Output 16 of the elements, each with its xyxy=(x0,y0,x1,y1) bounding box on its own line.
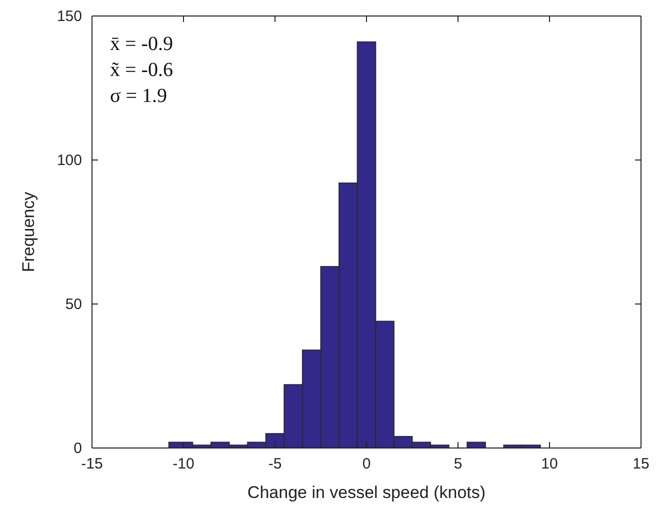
x-axis-title: Change in vessel speed (knots) xyxy=(247,483,486,502)
y-axis-title: Frequency xyxy=(19,191,38,272)
annotation: x̃ = -0.6 xyxy=(110,59,173,81)
x-tick-label: -10 xyxy=(172,456,194,473)
x-tick-label: -15 xyxy=(81,456,103,473)
y-tick-label: 150 xyxy=(56,8,82,25)
x-tick-label: -5 xyxy=(268,456,282,473)
x-tick-label: 15 xyxy=(632,456,650,473)
y-tick-label: 0 xyxy=(74,440,82,457)
x-tick-label: 0 xyxy=(362,456,371,473)
annotation: σ = 1.9 xyxy=(110,85,168,107)
x-tick-label: 5 xyxy=(454,456,462,473)
x-tick-label: 10 xyxy=(541,456,558,473)
annotation: x̄ = -0.9 xyxy=(110,33,173,55)
y-tick-label: 50 xyxy=(65,296,82,313)
y-tick-label: 100 xyxy=(56,152,82,169)
